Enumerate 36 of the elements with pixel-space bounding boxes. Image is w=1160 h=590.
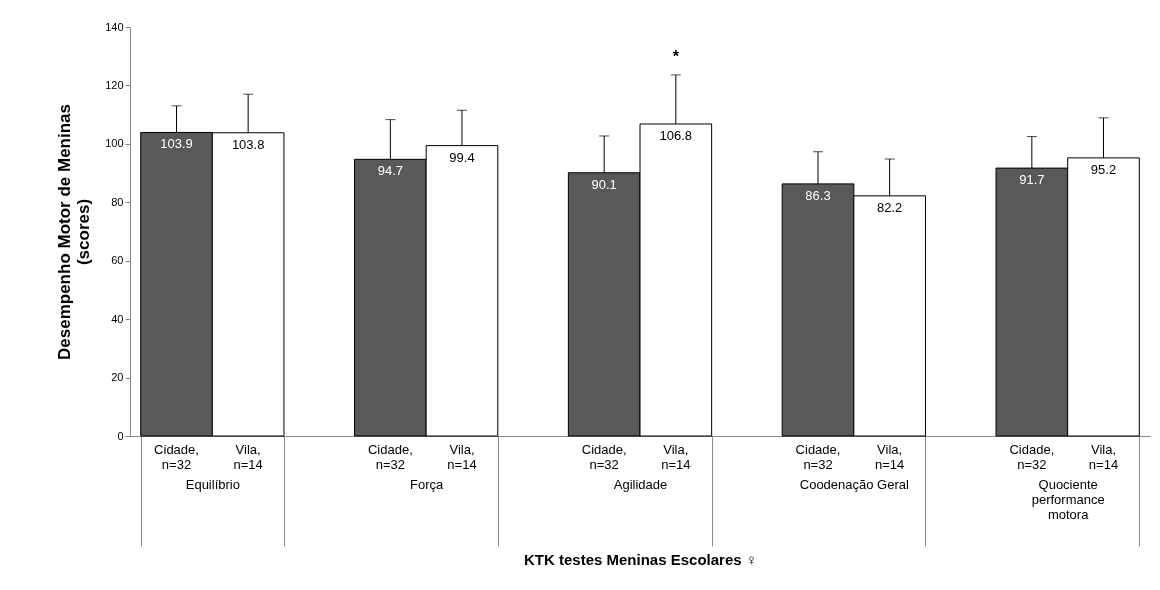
text: Vila, n=14 xyxy=(1088,442,1119,472)
y-tick-label: 140 xyxy=(105,20,124,33)
text: Cidade, n=32 xyxy=(1009,442,1055,472)
data-label: 103.9 xyxy=(160,136,193,152)
y-tick-label: 0 xyxy=(117,429,124,442)
data-label: 95.2 xyxy=(1090,161,1117,177)
y-tick-label: 40 xyxy=(111,312,124,325)
data-label: 91.7 xyxy=(1019,172,1045,188)
data-label: 94.7 xyxy=(377,163,403,179)
data-label: 86.3 xyxy=(805,187,831,203)
text: Cidade, n=32 xyxy=(367,442,413,472)
text: Vila, n=14 xyxy=(875,442,905,472)
x-axis-title: KTK testes Meninas Escolares ♀ xyxy=(523,551,758,568)
series-label: Cidade, n=32 xyxy=(154,442,199,472)
y-tick-label: 100 xyxy=(105,137,124,150)
data-label: 82.2 xyxy=(877,199,903,215)
y-axis-title: Desempenho Motor de Meninas (scores) xyxy=(55,104,94,360)
x-tick-label: Força xyxy=(410,476,445,492)
annotation: * xyxy=(672,47,680,65)
x-tick-label: Agilidade xyxy=(613,476,668,492)
y-tick-label: 60 xyxy=(111,254,124,267)
data-label: 99.4 xyxy=(449,149,475,165)
text: Cidade, n=32 xyxy=(581,442,627,472)
x-tick-label: Quociente performance motora xyxy=(1031,476,1105,522)
series-label: Vila, n=14 xyxy=(233,442,263,472)
text: Vila, n=14 xyxy=(661,442,691,472)
x-tick-label: Equilíbrio xyxy=(185,476,240,492)
data-label: 106.8 xyxy=(659,127,693,143)
data-label: 103.8 xyxy=(231,136,265,152)
data-label: 90.1 xyxy=(591,176,617,192)
x-tick-label: Coodenação Geral xyxy=(799,476,910,492)
y-tick-label: 20 xyxy=(111,371,124,384)
text: Cidade, n=32 xyxy=(795,442,841,472)
y-tick-label: 120 xyxy=(105,78,124,91)
text: Vila, n=14 xyxy=(447,442,477,472)
y-tick-label: 80 xyxy=(111,195,124,208)
